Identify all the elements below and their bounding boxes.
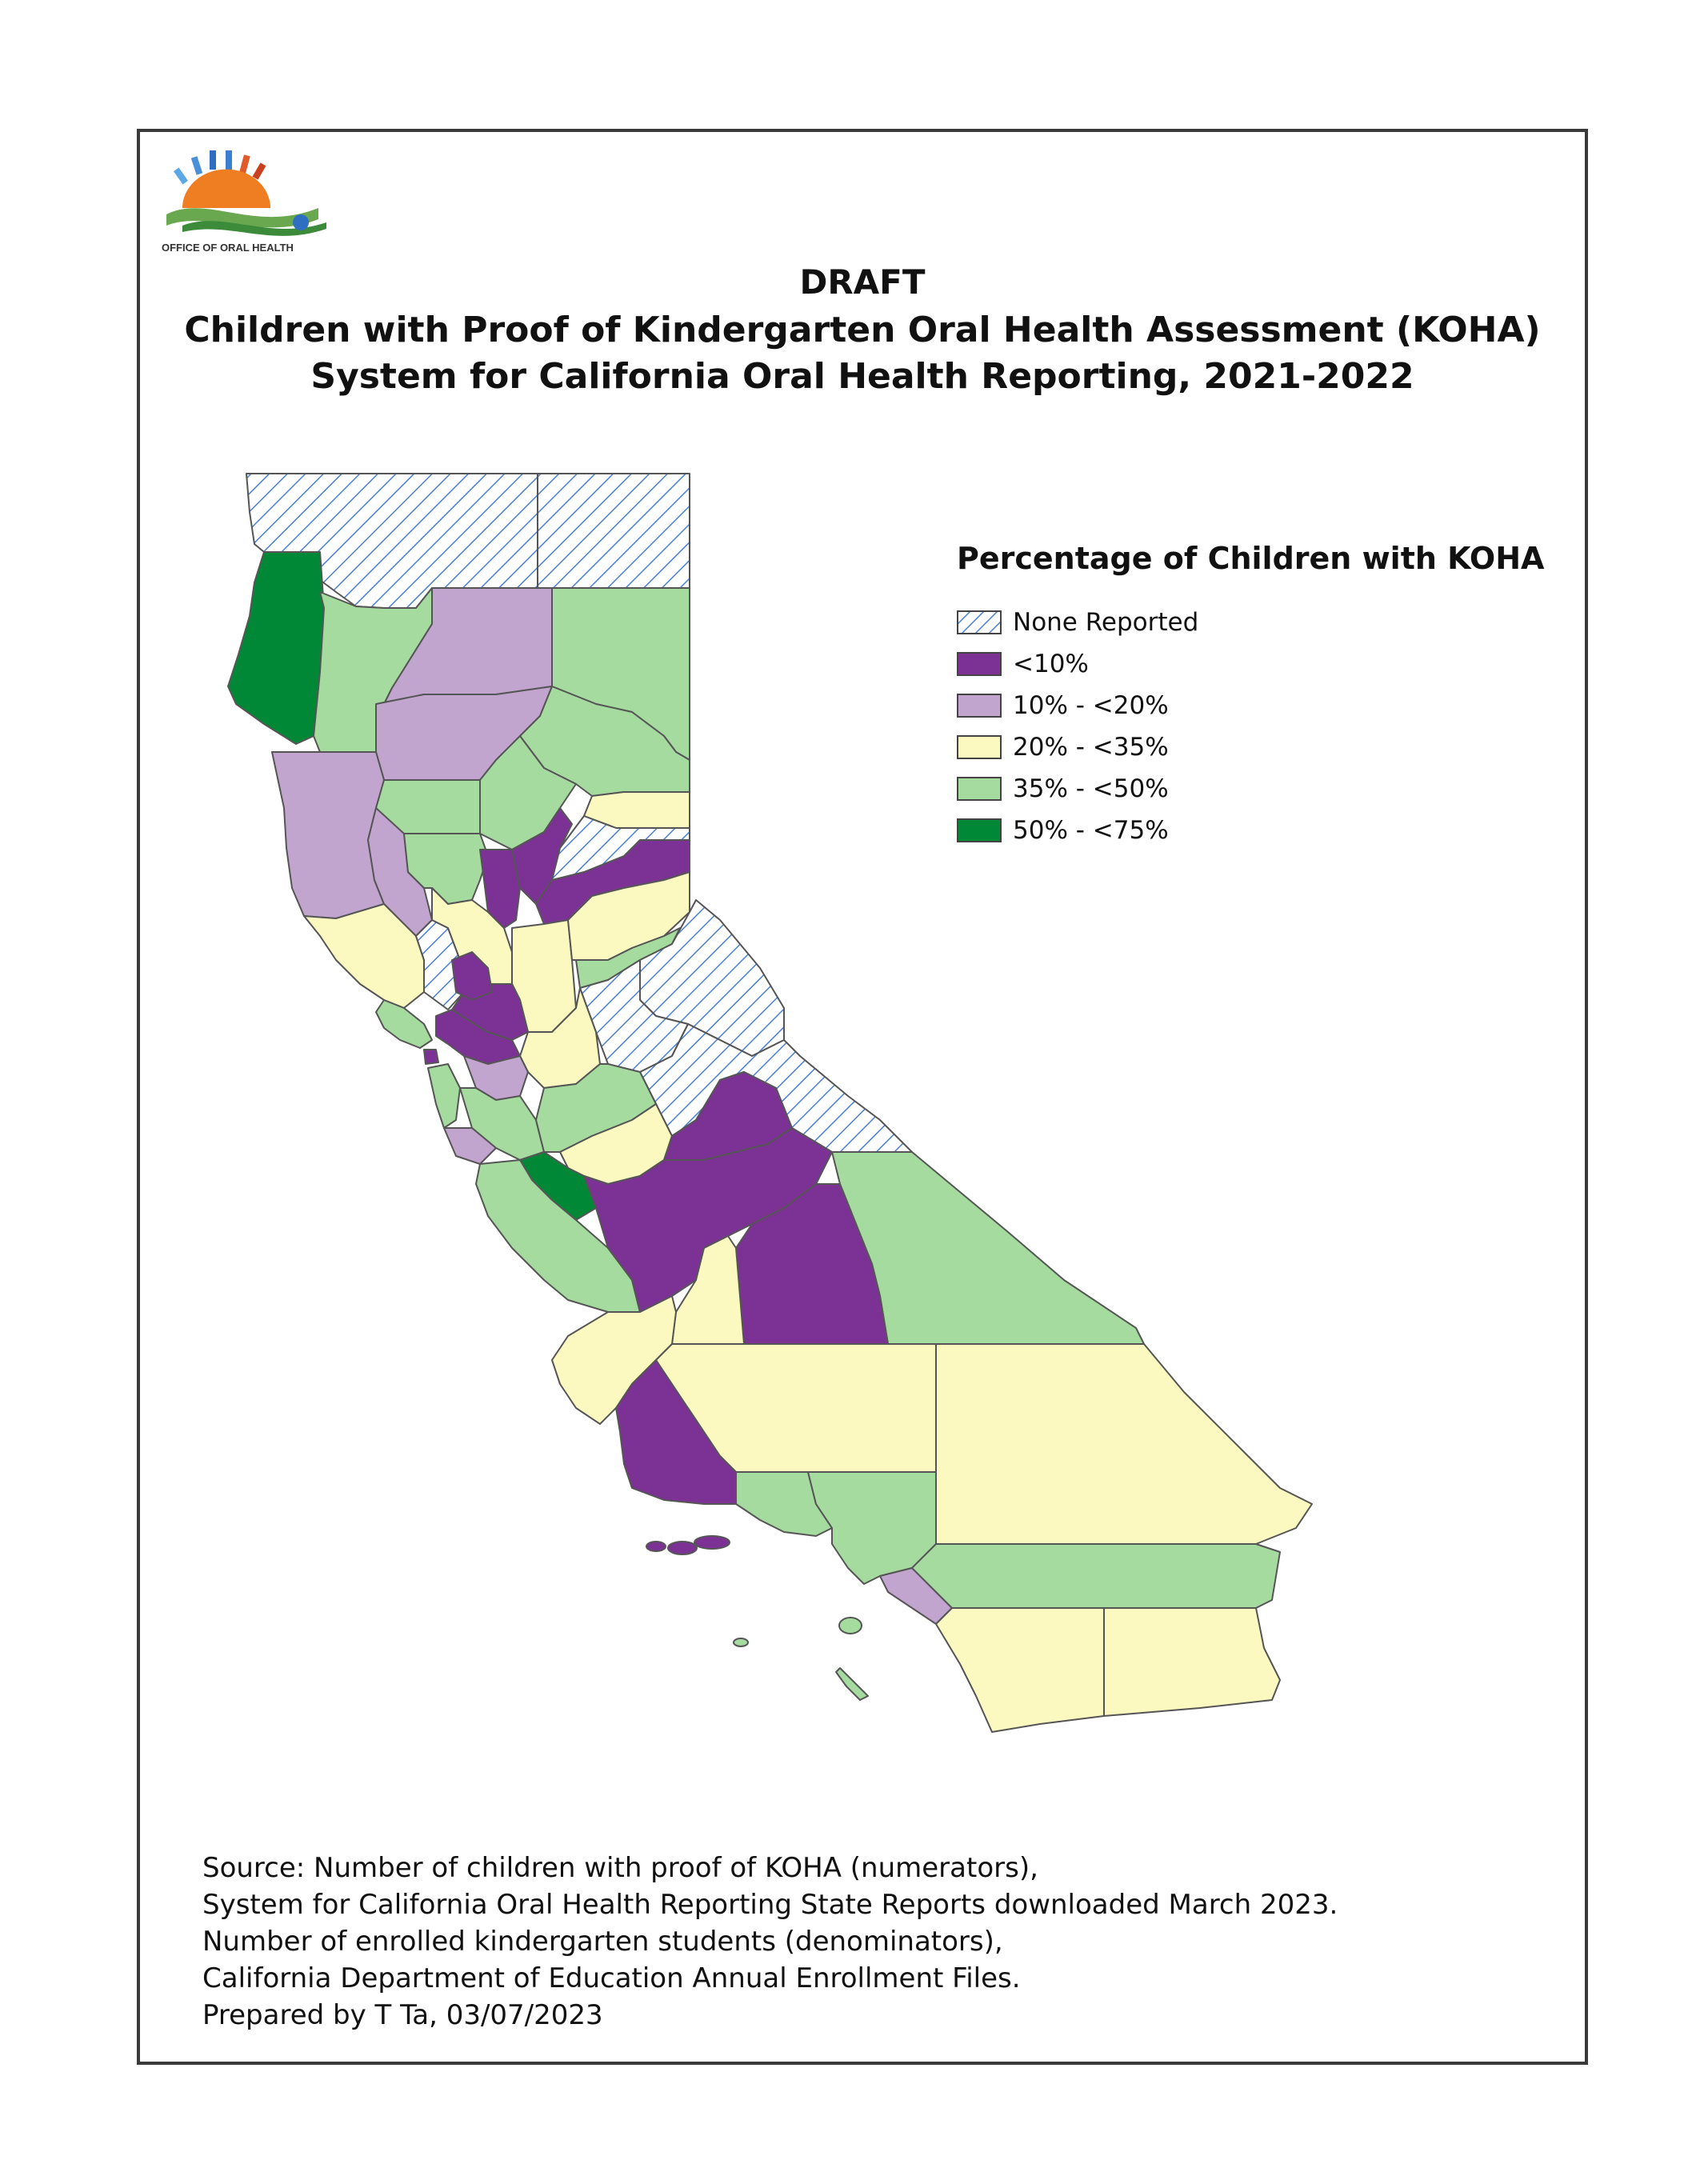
source-line: Source: Number of children with proof of… — [202, 1852, 1038, 1884]
legend-swatch — [957, 735, 1002, 759]
map-subtitle: System for California Oral Health Report… — [310, 356, 1414, 397]
county-santa-cruz — [443, 1127, 497, 1165]
legend-label: 20% - <35% — [1013, 733, 1169, 762]
county-san-diego — [935, 1607, 1105, 1733]
county-san-bernardino — [935, 1343, 1313, 1545]
island-santa-rosa — [646, 1541, 666, 1552]
map-frame — [137, 129, 1588, 2065]
island-san-clemente — [835, 1667, 869, 1701]
map-title: Children with Proof of Kindergarten Oral… — [184, 310, 1541, 350]
legend-label: 50% - <75% — [1013, 816, 1169, 845]
legend-item-50-75: 50% - <75% — [957, 810, 1565, 851]
county-butte — [479, 735, 577, 850]
county-nevada — [551, 815, 690, 881]
legend-swatch — [957, 777, 1002, 801]
source-line: California Department of Education Annua… — [202, 1962, 1021, 1994]
source-line: Prepared by T Ta, 03/07/2023 — [202, 1999, 603, 2031]
island-santa-barbara — [733, 1638, 749, 1647]
county-mendocino — [271, 751, 385, 919]
legend-item-35-50: 35% - <50% — [957, 768, 1565, 810]
legend-swatch — [957, 818, 1002, 842]
legend-item-10-20: 10% - <20% — [957, 685, 1565, 726]
legend-swatch-none — [957, 610, 1002, 634]
legend-label: 10% - <20% — [1013, 691, 1169, 720]
california-county-map — [227, 473, 1313, 1733]
county-imperial — [1103, 1607, 1281, 1717]
island-anacapa — [694, 1535, 730, 1550]
office-of-oral-health-logo: OFFICE OF ORAL HEALTH — [158, 146, 336, 258]
county-marin — [375, 999, 433, 1049]
legend-item-none: None Reported — [957, 602, 1565, 643]
county-riverside — [911, 1543, 1281, 1609]
logo-text: OFFICE OF ORAL HEALTH — [162, 242, 294, 254]
legend-swatch — [957, 652, 1002, 676]
county-los-angeles — [807, 1471, 937, 1585]
legend-label: 35% - <50% — [1013, 774, 1169, 803]
draft-label: DRAFT — [799, 262, 926, 302]
county-napa-south — [451, 951, 493, 1001]
source-note: Source: Number of children with proof of… — [202, 1850, 1562, 2034]
county-san-francisco — [423, 1049, 439, 1065]
legend-label: None Reported — [1013, 608, 1199, 637]
legend-swatch — [957, 694, 1002, 718]
county-modoc — [537, 473, 690, 589]
source-line: System for California Oral Health Report… — [202, 1889, 1338, 1921]
map-legend: Percentage of Children with KOHA None Re… — [957, 541, 1565, 851]
legend-title: Percentage of Children with KOHA — [957, 541, 1545, 576]
island-santa-catalina — [838, 1617, 862, 1634]
source-line: Number of enrolled kindergarten students… — [202, 1926, 1003, 1958]
county-humboldt — [227, 551, 325, 745]
legend-item-lt10: <10% — [957, 643, 1565, 685]
legend-label: <10% — [1013, 650, 1089, 678]
county-san-mateo — [427, 1063, 461, 1129]
island-santa-cruz — [667, 1541, 698, 1555]
legend-item-20-35: 20% - <35% — [957, 726, 1565, 768]
